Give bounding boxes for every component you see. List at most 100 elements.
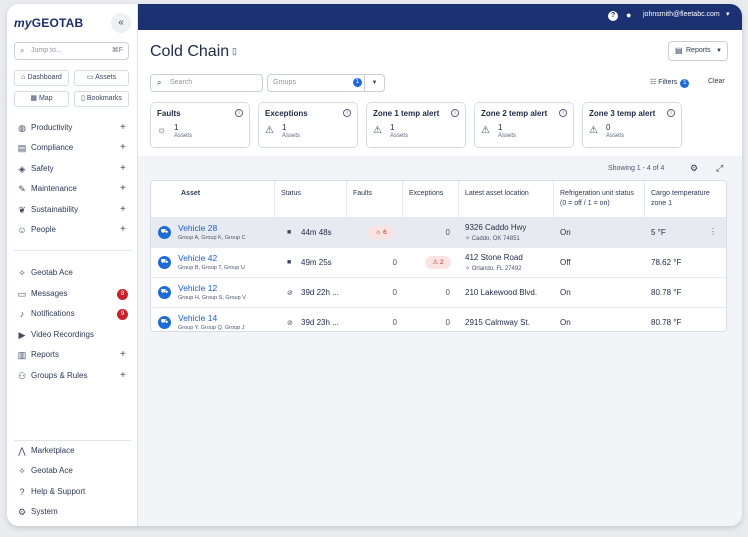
gear-icon[interactable]: ⚙ bbox=[690, 163, 699, 173]
tile-zone1[interactable]: Zone 1 temp alert i ⚠ 1 Assets bbox=[366, 102, 466, 148]
user-email[interactable]: johnsmith@fleetabc.com bbox=[643, 11, 720, 18]
fault-icon: ☼ bbox=[375, 229, 384, 236]
expand-icon[interactable]: + bbox=[120, 204, 126, 215]
table-row[interactable]: ⛟ Vehicle 42 Group B, Group T, Group U ■… bbox=[151, 247, 726, 277]
exceptions-count: 0 bbox=[445, 228, 450, 237]
groups-count-badge: 1 bbox=[353, 78, 362, 87]
groups-icon: ⚇ bbox=[17, 371, 27, 381]
vehicle-name-link[interactable]: Vehicle 12 bbox=[178, 283, 218, 293]
search-input[interactable]: ⌕ Search bbox=[150, 74, 263, 92]
tile-zone2[interactable]: Zone 2 temp alert i ⚠ 1 Assets bbox=[474, 102, 574, 148]
sidebar-item-safety[interactable]: ◈ Safety + bbox=[7, 160, 138, 178]
sidebar-item-notifications[interactable]: ♪ Notifications 9 bbox=[7, 305, 138, 323]
table-row[interactable]: ⛟ Vehicle 14 Group Y, Group Q, Group J ⊘… bbox=[151, 307, 726, 331]
info-icon[interactable]: i bbox=[451, 109, 459, 117]
column-header-asset[interactable]: Asset bbox=[151, 181, 275, 217]
sidebar-item-groups-rules[interactable]: ⚇ Groups & Rules + bbox=[7, 367, 138, 385]
assets-table: Asset Status Faults Exceptions Latest as… bbox=[150, 180, 727, 332]
sidebar: myGEOTAB « ⌕ Jump to... ⌘F ⌂ Dashboard ▭… bbox=[7, 4, 138, 526]
fault-icon: ☼ bbox=[157, 125, 167, 136]
expand-icon[interactable]: + bbox=[120, 183, 126, 194]
sidebar-item-sustainability[interactable]: ❦ Sustainability + bbox=[7, 201, 138, 219]
quick-assets-button[interactable]: ▭ Assets bbox=[74, 70, 129, 86]
filters-button[interactable]: ☷ Filters 1 bbox=[650, 78, 690, 88]
filters-count-badge: 1 bbox=[680, 79, 690, 88]
message-icon: ▭ bbox=[17, 289, 27, 299]
column-header-cargo-temp[interactable]: Cargo temperature zone 1 bbox=[651, 190, 710, 207]
marketplace-icon: ⋀ bbox=[18, 446, 26, 456]
sidebar-item-video-recordings[interactable]: ▶ Video Recordings bbox=[7, 326, 138, 344]
column-header-exceptions[interactable]: Exceptions bbox=[403, 181, 459, 217]
sidebar-item-maintenance[interactable]: ✎ Maintenance + bbox=[7, 180, 138, 198]
help-icon: ? bbox=[19, 487, 25, 497]
quick-bookmarks-button[interactable]: ▯ Bookmarks bbox=[74, 91, 129, 107]
info-icon[interactable]: i bbox=[235, 109, 243, 117]
quick-dashboard-button[interactable]: ⌂ Dashboard bbox=[14, 70, 69, 86]
table-row[interactable]: ⛟ Vehicle 28 Group A, Group K, Group C ■… bbox=[151, 217, 726, 247]
vehicle-name-link[interactable]: Vehicle 28 bbox=[178, 223, 218, 233]
location-city: ✧ Orlando, FL 27492 bbox=[465, 266, 522, 272]
location-street: 412 Stone Road bbox=[465, 253, 523, 262]
sidebar-item-system[interactable]: ⚙ System bbox=[7, 503, 138, 521]
vehicle-name-link[interactable]: Vehicle 14 bbox=[178, 313, 218, 323]
info-icon[interactable]: i bbox=[559, 109, 567, 117]
bookmark-icon[interactable]: ▯ bbox=[232, 46, 237, 56]
sparkle-icon: ✧ bbox=[18, 466, 26, 476]
quick-map-button[interactable]: ▦ Map bbox=[14, 91, 69, 107]
collapse-sidebar-button[interactable]: « bbox=[111, 13, 131, 33]
refrigeration-status: Off bbox=[560, 258, 571, 267]
user-icon[interactable]: ● bbox=[626, 10, 632, 20]
sidebar-item-marketplace[interactable]: ⋀ Marketplace bbox=[7, 442, 138, 460]
groups-dropdown-button[interactable]: ▼ bbox=[365, 74, 385, 92]
chevron-down-icon[interactable]: ▾ bbox=[726, 11, 730, 18]
reports-button[interactable]: ▤ Reports ▼ bbox=[668, 41, 728, 61]
more-options-icon[interactable]: ⋮ bbox=[709, 227, 717, 236]
clear-button[interactable]: Clear bbox=[708, 78, 725, 85]
expand-icon[interactable]: + bbox=[120, 142, 126, 153]
sidebar-item-reports[interactable]: ▥ Reports + bbox=[7, 346, 138, 364]
column-header-status[interactable]: Status bbox=[275, 181, 347, 217]
wrench-icon: ✎ bbox=[18, 184, 26, 194]
column-header-faults[interactable]: Faults bbox=[347, 181, 403, 217]
table-row[interactable]: ⛟ Vehicle 12 Group H, Group S, Group V ⊘… bbox=[151, 277, 726, 307]
info-icon[interactable]: i bbox=[343, 109, 351, 117]
app-window: myGEOTAB « ⌕ Jump to... ⌘F ⌂ Dashboard ▭… bbox=[7, 4, 742, 526]
expand-icon[interactable]: + bbox=[120, 122, 126, 133]
info-icon[interactable]: i bbox=[667, 109, 675, 117]
sidebar-item-productivity[interactable]: ◍ Productivity + bbox=[7, 119, 138, 137]
help-icon[interactable]: ? bbox=[608, 11, 618, 21]
faults-badge[interactable]: ☼ 6 bbox=[368, 226, 394, 239]
cargo-temperature: 80.78 °F bbox=[651, 288, 682, 297]
warning-icon: ⚠ bbox=[265, 125, 274, 136]
expand-icon[interactable]: + bbox=[120, 163, 126, 174]
sidebar-item-people[interactable]: ☺ People + bbox=[7, 221, 138, 239]
exceptions-badge[interactable]: ⚠ 2 bbox=[425, 256, 451, 269]
faults-count: 0 bbox=[392, 288, 397, 297]
expand-icon[interactable]: ⤢ bbox=[716, 163, 724, 173]
column-header-refrigeration[interactable]: Refrigeration unit status (0 = off / 1 =… bbox=[554, 181, 645, 217]
vehicle-icon: ⛟ bbox=[158, 256, 171, 269]
sidebar-item-compliance[interactable]: ▤ Compliance + bbox=[7, 139, 138, 157]
sidebar-item-messages[interactable]: ▭ Messages 8 bbox=[7, 285, 138, 303]
expand-icon[interactable]: + bbox=[120, 224, 126, 235]
sidebar-item-geotab-ace-bottom[interactable]: ✧ Geotab Ace bbox=[7, 462, 138, 480]
vehicle-name-link[interactable]: Vehicle 42 bbox=[178, 253, 218, 263]
sidebar-item-help-support[interactable]: ? Help & Support bbox=[7, 483, 138, 501]
logo[interactable]: myGEOTAB bbox=[14, 16, 84, 30]
vehicle-icon: ⛟ bbox=[158, 316, 171, 329]
tile-zone3[interactable]: Zone 3 temp alert i ⚠ 0 Assets bbox=[582, 102, 682, 148]
location-street: 9326 Caddo Hwy bbox=[465, 223, 527, 232]
tile-faults[interactable]: Faults i ☼ 1 Assets bbox=[150, 102, 250, 148]
groups-filter[interactable]: Groups 1 bbox=[267, 74, 365, 92]
status-duration: 39d 22h ... bbox=[301, 288, 339, 297]
expand-icon[interactable]: + bbox=[120, 370, 126, 381]
column-header-location[interactable]: Latest asset location bbox=[459, 181, 554, 217]
results-count: Showing 1 - 4 of 4 bbox=[608, 165, 665, 172]
expand-icon[interactable]: + bbox=[120, 349, 126, 360]
jump-to-input[interactable]: ⌕ Jump to... ⌘F bbox=[14, 42, 129, 60]
tile-exceptions[interactable]: Exceptions i ⚠ 1 Assets bbox=[258, 102, 358, 148]
sidebar-item-geotab-ace[interactable]: ✧ Geotab Ace bbox=[7, 264, 138, 282]
cargo-temperature: 80.78 °F bbox=[651, 318, 682, 327]
bookmark-icon: ▯ bbox=[81, 95, 87, 102]
people-icon: ☺ bbox=[17, 225, 27, 235]
